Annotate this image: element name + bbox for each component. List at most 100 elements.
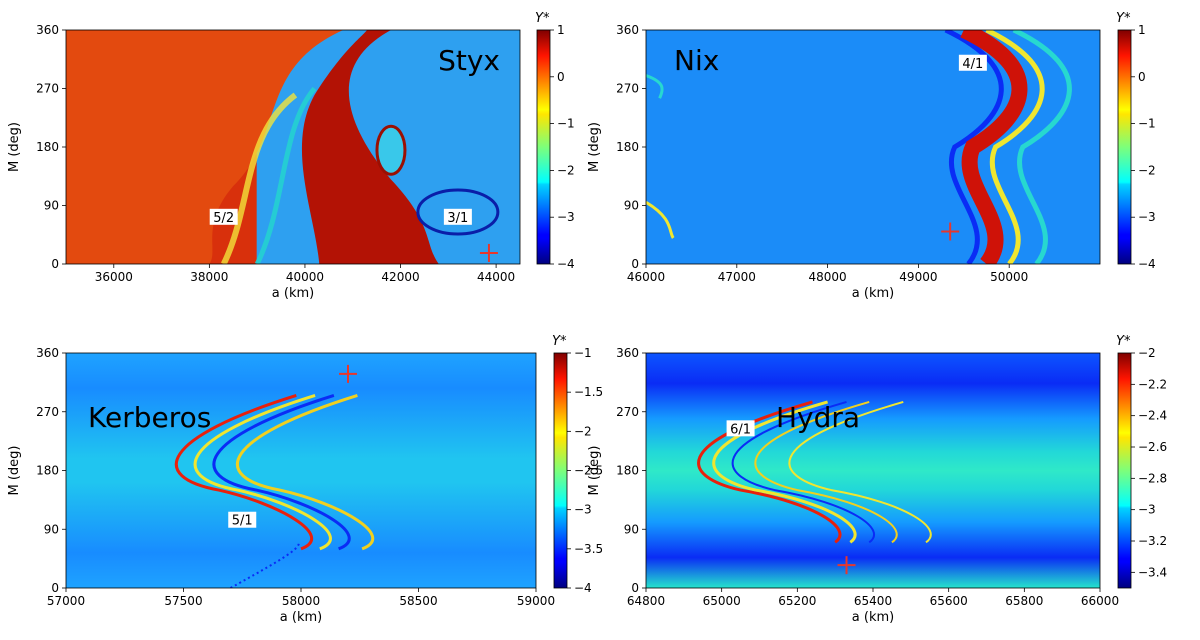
colorbar-tick-label: −3.4	[1138, 565, 1167, 579]
x-tick-label: 50000	[990, 270, 1028, 284]
x-tick-label: 64800	[627, 594, 665, 608]
x-tick-label: 46000	[627, 270, 665, 284]
y-tick-label: 360	[616, 23, 639, 37]
colorbar-tick-label: −2	[1138, 346, 1156, 360]
colorbar-tick-label: −2	[1138, 163, 1156, 177]
panel-title: Kerberos	[88, 401, 211, 434]
colorbar-tick-label: −1	[557, 117, 575, 131]
resonance-island	[416, 188, 500, 236]
y-tick-label: 90	[44, 199, 59, 213]
colorbar-label: Y*	[535, 11, 550, 26]
colorbar-tick-label: 1	[557, 23, 565, 37]
resonance-curve	[1012, 30, 1072, 264]
colorbar	[1117, 29, 1132, 265]
x-tick-label: 36000	[95, 270, 133, 284]
y-tick-label: 180	[616, 140, 639, 154]
colorbar-label: Y*	[1116, 11, 1131, 26]
colorbar-label: Y*	[552, 334, 567, 349]
colorbar-tick-label: −2	[557, 163, 575, 177]
x-tick-label: 57500	[164, 594, 202, 608]
y-tick-label: 360	[36, 23, 59, 37]
current-position-marker	[339, 364, 357, 383]
y-tick-label: 0	[51, 257, 59, 271]
y-tick-label: 0	[51, 581, 59, 595]
chaotic-region	[66, 30, 344, 264]
colorbar-tick-label: −3	[1138, 210, 1156, 224]
resonance-band	[301, 30, 439, 264]
annotation-box	[726, 420, 755, 437]
current-position-marker	[479, 243, 498, 262]
current-position-marker	[837, 556, 856, 575]
resonance-curve	[731, 400, 875, 544]
x-tick-label: 44000	[477, 270, 515, 284]
x-tick-label: 65200	[778, 594, 816, 608]
current-position-marker	[941, 222, 960, 241]
resonance-curve	[646, 200, 675, 239]
colorbar-tick-label: −1	[574, 346, 592, 360]
colorbar-tick-label: −2.2	[1138, 377, 1167, 391]
x-axis-label: a (km)	[852, 610, 894, 625]
colorbar-tick-label: −2.8	[1138, 471, 1167, 485]
colorbar-tick-label: 0	[1138, 70, 1146, 84]
annotation-box	[228, 511, 257, 528]
annotation-box	[443, 208, 472, 225]
colorbar-tick-label: −4	[1138, 257, 1156, 271]
x-tick-label: 57000	[47, 594, 85, 608]
x-axis-label: a (km)	[280, 610, 322, 625]
x-tick-label: 59000	[517, 594, 555, 608]
resonance-curve	[788, 400, 932, 544]
resonance-curve	[174, 393, 314, 551]
colorbar-tick-label: −3.5	[574, 542, 603, 556]
colorbar-tick-label: −3	[557, 210, 575, 224]
colorbar-tick-label: −2.5	[574, 464, 603, 478]
x-tick-label: 42000	[381, 270, 419, 284]
y-axis-label: M (deg)	[587, 446, 602, 496]
y-axis-label: M (deg)	[7, 446, 22, 496]
colorbar-label: Y*	[1116, 334, 1131, 349]
heatmap-area	[66, 30, 520, 264]
heatmap-area	[646, 353, 1100, 588]
colorbar	[1117, 352, 1132, 589]
x-axis-label: a (km)	[272, 286, 314, 301]
panel-nix: 46000 47000 48000 49000 50000 0 90 180 270 360 a (…	[587, 11, 1156, 301]
resonance-curve	[193, 393, 332, 551]
panel-title: Hydra	[776, 401, 860, 434]
resonance-curve	[646, 74, 664, 99]
y-tick-label: 360	[36, 346, 59, 360]
resonance-curve	[697, 400, 842, 544]
annotation-box	[209, 208, 238, 225]
resonance-curve	[254, 86, 317, 264]
y-tick-label: 180	[36, 464, 59, 478]
panel-title: Styx	[438, 44, 500, 77]
y-axis-label: M (deg)	[7, 122, 22, 172]
y-tick-label: 180	[36, 140, 59, 154]
x-tick-label: 66000	[1081, 594, 1119, 608]
colorbar	[553, 352, 568, 589]
y-tick-label: 180	[616, 464, 639, 478]
x-tick-label: 49000	[899, 270, 937, 284]
x-tick-label: 48000	[809, 270, 847, 284]
resonance-annotation: 4/1	[962, 57, 983, 72]
y-tick-label: 90	[624, 199, 639, 213]
x-axis-label: a (km)	[852, 286, 894, 301]
resonance-island	[375, 124, 407, 176]
colorbar-tick-label: −3	[1138, 503, 1156, 517]
resonance-annotation: 3/1	[447, 211, 468, 226]
resonance-curve	[944, 30, 1004, 264]
y-tick-label: 0	[631, 257, 639, 271]
resonance-curve	[230, 541, 300, 588]
y-tick-label: 270	[36, 405, 59, 419]
y-tick-label: 270	[616, 82, 639, 96]
resonance-curve	[212, 393, 351, 551]
x-tick-label: 65000	[703, 594, 741, 608]
resonance-curve	[985, 30, 1045, 264]
x-tick-label: 65600	[930, 594, 968, 608]
colorbar-tick-label: −3.2	[1138, 534, 1167, 548]
y-tick-label: 270	[616, 405, 639, 419]
colorbar-tick-label: −1.5	[574, 385, 603, 399]
heatmap-area	[66, 353, 536, 588]
x-tick-label: 47000	[718, 270, 756, 284]
heatmap-area	[646, 30, 1100, 264]
x-tick-label: 38000	[190, 270, 228, 284]
